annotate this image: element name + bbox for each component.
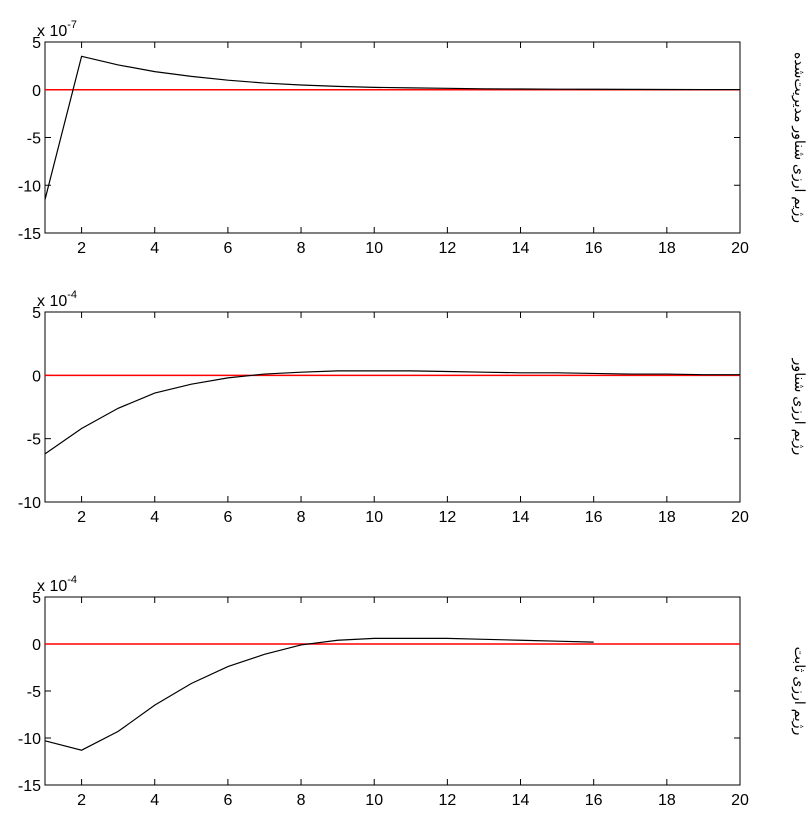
y-tick-label: 0 [32, 83, 41, 100]
data-line [44, 55, 740, 200]
x-tick-label: 12 [438, 792, 456, 809]
x-tick-label: 8 [297, 240, 306, 257]
x-tick-label: 10 [365, 240, 383, 257]
x-tick-label: 16 [585, 240, 603, 257]
x-tick-label: 10 [365, 509, 383, 526]
y-label: رژیم ارزی شناور [791, 358, 808, 456]
x-tick-label: 20 [731, 509, 749, 526]
scale-exponent: -7 [67, 19, 77, 31]
y-tick-label: -15 [18, 778, 41, 795]
x-tick-label: 18 [658, 240, 676, 257]
y-tick-label: -10 [18, 178, 41, 195]
x-tick-label: 2 [77, 792, 86, 809]
x-tick-label: 2 [77, 240, 86, 257]
y-tick-label: -5 [27, 432, 41, 449]
y-tick-label: -5 [27, 131, 41, 148]
axes-frame [44, 311, 741, 503]
scale-base: x 10 [37, 578, 67, 595]
y-tick-label: 5 [32, 590, 41, 607]
y-tick-label: -10 [18, 731, 41, 748]
axes-frame [44, 596, 741, 786]
x-tick-label: 4 [150, 240, 159, 257]
y-tick-label: 5 [32, 305, 41, 322]
x-tick-label: 14 [512, 509, 530, 526]
scale-factor: x 10-7 [37, 19, 77, 40]
scale-factor: x 10-4 [37, 289, 77, 310]
y-tick-label: -10 [18, 495, 41, 512]
y-tick-label: 5 [32, 35, 41, 52]
x-tick-label: 12 [438, 509, 456, 526]
scale-base: x 10 [37, 293, 67, 310]
scale-base: x 10 [37, 23, 67, 40]
y-label: رژیم ارزی ثابت [791, 647, 808, 736]
x-tick-label: 12 [438, 240, 456, 257]
x-tick-label: 20 [731, 240, 749, 257]
y-tick-label: 0 [32, 637, 41, 654]
y-label: رژیم ارزی شناور مدیریت‌شده [791, 52, 808, 223]
x-tick-label: 4 [150, 792, 159, 809]
x-tick-label: 2 [77, 509, 86, 526]
scale-factor: x 10-4 [37, 574, 77, 595]
x-tick-label: 4 [150, 509, 159, 526]
x-tick-label: 16 [585, 509, 603, 526]
data-line [44, 637, 594, 751]
scale-exponent: -4 [67, 289, 77, 301]
x-tick-label: 10 [365, 792, 383, 809]
x-tick-label: 16 [585, 792, 603, 809]
x-tick-label: 18 [658, 509, 676, 526]
data-line [44, 370, 740, 455]
scale-exponent: -4 [67, 574, 77, 586]
x-tick-label: 6 [223, 792, 232, 809]
y-tick-label: 0 [32, 368, 41, 385]
x-tick-label: 14 [512, 240, 530, 257]
x-tick-label: 18 [658, 792, 676, 809]
y-tick-label: -5 [27, 684, 41, 701]
x-tick-label: 8 [297, 509, 306, 526]
x-tick-label: 14 [512, 792, 530, 809]
x-tick-label: 8 [297, 792, 306, 809]
x-tick-label: 6 [223, 509, 232, 526]
x-tick-label: 6 [223, 240, 232, 257]
x-tick-label: 20 [731, 792, 749, 809]
y-tick-label: -15 [18, 226, 41, 243]
